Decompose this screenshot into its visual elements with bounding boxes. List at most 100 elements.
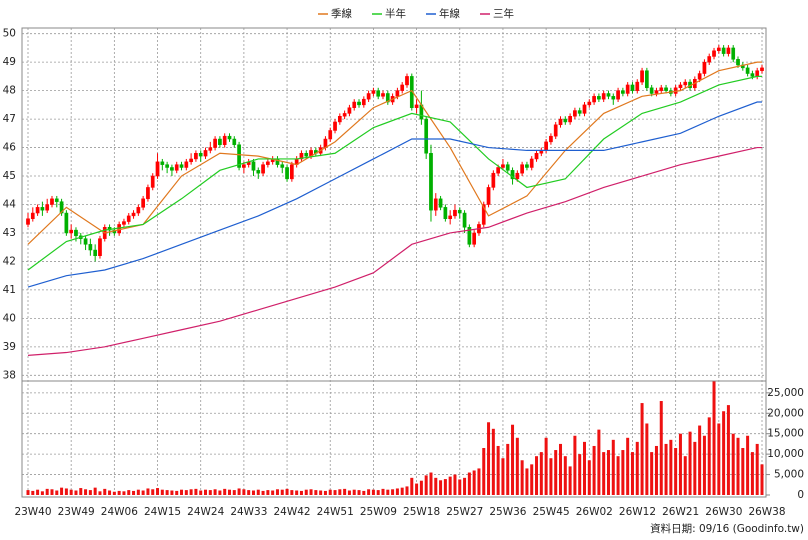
volume-bar: [103, 488, 107, 495]
candle-body: [520, 164, 524, 174]
candle-body: [635, 81, 640, 91]
candle-body: [381, 93, 385, 97]
volume-bar: [290, 490, 294, 495]
volume-bar: [204, 489, 208, 495]
volume-bar: [347, 490, 351, 495]
candle-body: [208, 147, 213, 151]
volume-bar: [626, 437, 630, 495]
candle-body: [481, 204, 486, 225]
volume-bar: [458, 479, 462, 495]
volume-bar: [746, 435, 750, 495]
candle-body: [194, 153, 198, 160]
volume-bar: [702, 435, 706, 495]
volume-bar: [400, 487, 404, 495]
candle-body: [280, 164, 285, 168]
y-tick-label: 44: [3, 199, 17, 211]
volume-bar: [530, 464, 534, 495]
y-tick-label: 48: [3, 85, 16, 97]
candle-body: [592, 96, 596, 103]
volume-bar: [717, 423, 721, 495]
volume-bar: [136, 489, 140, 495]
volume-bar: [199, 490, 203, 495]
volume-bar: [314, 490, 318, 495]
volume-bar: [597, 429, 601, 495]
candle-body: [357, 101, 361, 106]
candle-body: [400, 84, 405, 91]
volume-bar: [175, 490, 179, 495]
x-tick-label: 25W18: [403, 506, 440, 518]
candle-body: [227, 135, 232, 140]
volume-bar: [98, 491, 102, 495]
candle-body: [721, 47, 726, 54]
volume-bar: [511, 424, 515, 495]
candle-body: [664, 87, 668, 91]
volume-bar: [592, 445, 596, 495]
candle-body: [616, 90, 620, 100]
candle-body: [582, 104, 587, 114]
volume-bar: [683, 456, 687, 495]
volume-bar: [573, 435, 577, 495]
y2-tick-label: 0: [797, 489, 804, 501]
y2-tick-label: 5,000: [774, 469, 804, 481]
candle-body: [88, 244, 93, 251]
x-tick-label: 25W27: [446, 506, 483, 518]
volume-bar: [630, 452, 634, 495]
y2-tick-label: 10,000: [767, 448, 804, 460]
candle-body: [563, 118, 568, 123]
candle-body: [745, 67, 750, 74]
volume-bar: [410, 477, 414, 495]
candle-body: [261, 164, 265, 174]
volume-bar: [132, 490, 136, 495]
y-tick-label: 42: [3, 255, 16, 267]
candle-body: [385, 93, 390, 103]
volume-bar: [496, 445, 500, 495]
candle-body: [649, 87, 654, 94]
candle-body: [328, 130, 333, 140]
volume-bar: [45, 488, 49, 495]
volume-bar: [285, 488, 289, 495]
candle-body: [395, 90, 400, 97]
candle-body: [491, 172, 496, 188]
x-tick-label: 25W09: [360, 506, 397, 518]
candle-body: [472, 232, 477, 245]
ma-line: [27, 146, 762, 356]
volume-bar: [151, 489, 155, 495]
volume-bar: [79, 488, 83, 495]
volume-bar: [559, 443, 563, 495]
candle-body: [549, 135, 553, 143]
candle-body: [213, 138, 217, 148]
volume-bar: [50, 489, 54, 495]
candle-body: [577, 110, 582, 114]
y-tick-label: 46: [3, 142, 17, 154]
y2-tick-label: 25,000: [767, 387, 804, 399]
candle-body: [299, 153, 304, 160]
y-tick-label: 43: [3, 227, 16, 239]
candle-body: [697, 73, 702, 80]
volume-bar: [587, 460, 591, 495]
candle-body: [371, 90, 376, 94]
candle-body: [285, 167, 289, 180]
candle-body: [141, 198, 145, 208]
volume-bar: [251, 490, 255, 495]
source-note: 資料日期: 09/16 (Goodinfo.tw): [650, 522, 804, 535]
y-tick-label: 45: [3, 170, 16, 182]
legend-label: 季線: [331, 7, 352, 20]
volume-bar: [170, 490, 174, 495]
volume-bar: [227, 489, 231, 495]
candle-body: [184, 161, 189, 168]
candle-body: [587, 101, 592, 106]
candle-body: [337, 116, 342, 123]
volume-bar: [280, 489, 284, 495]
candle-body: [304, 153, 309, 157]
volume-bar: [218, 490, 222, 495]
candle-body: [731, 47, 736, 60]
candle-body: [93, 249, 98, 256]
volume-bar: [93, 487, 97, 495]
volume-bar: [117, 490, 121, 495]
x-tick-label: 26W21: [662, 506, 699, 518]
volume-bar: [621, 450, 625, 495]
volume-bar: [525, 468, 529, 495]
candle-body: [30, 212, 35, 219]
x-tick-label: 26W02: [576, 506, 613, 518]
candle-body: [26, 218, 30, 225]
